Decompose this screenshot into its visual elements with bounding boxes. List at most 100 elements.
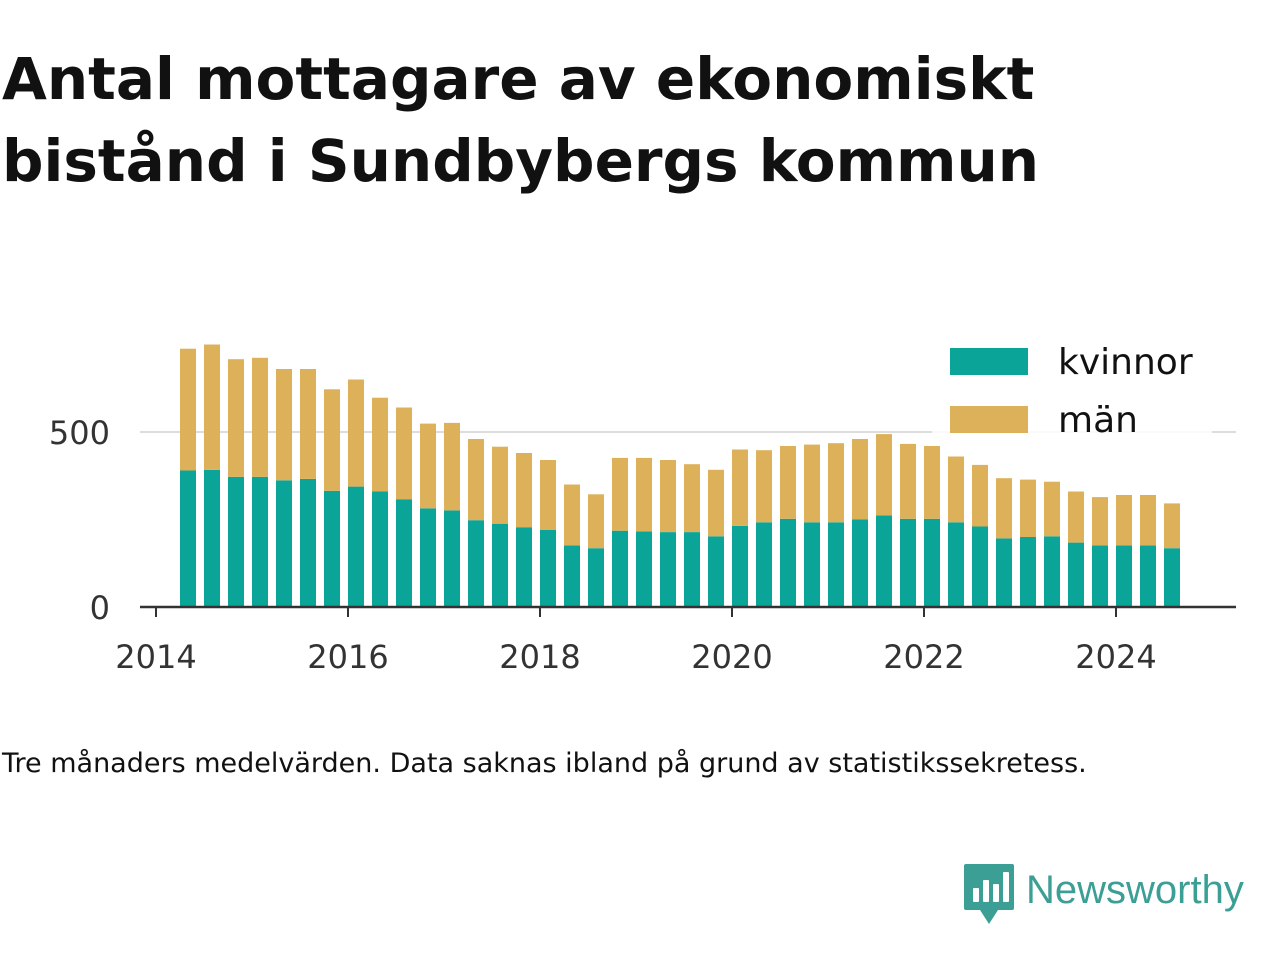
x-tick-label: 2016 xyxy=(307,638,388,676)
bar-män xyxy=(396,407,412,500)
x-tick-label: 2014 xyxy=(115,638,196,676)
bar-män xyxy=(588,494,604,549)
bar-kvinnor xyxy=(876,515,892,607)
bar-kvinnor xyxy=(204,469,220,607)
bar-kvinnor xyxy=(1116,545,1132,607)
bar-män xyxy=(684,464,700,533)
x-tick-label: 2022 xyxy=(883,638,964,676)
bar-män xyxy=(324,389,340,491)
y-tick-label: 500 xyxy=(49,414,110,452)
bar-män xyxy=(852,439,868,520)
bar-kvinnor xyxy=(420,508,436,607)
bar-män xyxy=(540,460,556,530)
legend-label-kvinnor: kvinnor xyxy=(1058,342,1193,383)
bar-kvinnor xyxy=(780,518,796,607)
bar-män xyxy=(1092,497,1108,546)
bar-kvinnor xyxy=(996,538,1012,607)
brand-logo: Newsworthy xyxy=(962,862,1244,926)
brand-name: Newsworthy xyxy=(1026,867,1244,912)
bar-män xyxy=(828,443,844,523)
bar-kvinnor xyxy=(276,480,292,607)
bar-kvinnor xyxy=(972,526,988,607)
legend-swatch-kvinnor xyxy=(950,348,1028,375)
bar-kvinnor xyxy=(804,522,820,607)
bar-kvinnor xyxy=(228,476,244,607)
bar-män xyxy=(660,460,676,533)
x-tick-label: 2018 xyxy=(499,638,580,676)
title-line-1: Antal mottagare av ekonomiskt xyxy=(2,45,1035,113)
bar-män xyxy=(180,348,196,471)
bar-män xyxy=(756,450,772,523)
bar-män xyxy=(252,357,268,477)
chart-title: Antal mottagare av ekonomiskt bistånd i … xyxy=(2,38,1272,202)
bar-kvinnor xyxy=(1092,545,1108,607)
bar-män xyxy=(732,449,748,526)
bar-män xyxy=(780,446,796,519)
bar-män xyxy=(300,369,316,479)
y-tick-label: 0 xyxy=(90,589,110,627)
bar-män xyxy=(636,457,652,532)
bar-kvinnor xyxy=(732,525,748,607)
bar-kvinnor xyxy=(924,518,940,607)
axes: 0 500 2014 2016 2018 2020 2022 2024 xyxy=(49,414,1236,676)
bar-kvinnor xyxy=(1068,542,1084,607)
x-tick-label: 2020 xyxy=(691,638,772,676)
bar-män xyxy=(516,453,532,528)
title-line-2: bistånd i Sundbybergs kommun xyxy=(2,127,1040,195)
bar-män xyxy=(564,484,580,546)
bar-kvinnor xyxy=(324,490,340,607)
bar-kvinnor xyxy=(348,486,364,607)
newsworthy-logo-icon xyxy=(964,864,1014,924)
bars xyxy=(180,344,1180,607)
bar-män xyxy=(492,446,508,524)
bar-kvinnor xyxy=(1044,536,1060,607)
bar-kvinnor xyxy=(900,518,916,607)
bar-kvinnor xyxy=(1020,537,1036,607)
bar-kvinnor xyxy=(828,522,844,607)
bar-män xyxy=(948,456,964,523)
bar-kvinnor xyxy=(516,527,532,607)
bar-kvinnor xyxy=(684,532,700,607)
bar-män xyxy=(804,444,820,523)
x-tick-label: 2024 xyxy=(1075,638,1156,676)
bar-kvinnor xyxy=(180,470,196,607)
bar-män xyxy=(1116,495,1132,546)
bar-män xyxy=(348,379,364,487)
bar-män xyxy=(420,423,436,509)
bar-män xyxy=(1140,495,1156,546)
bar-kvinnor xyxy=(396,499,412,607)
bar-män xyxy=(996,478,1012,539)
bar-män xyxy=(900,443,916,519)
bar-kvinnor xyxy=(252,476,268,607)
bar-kvinnor xyxy=(444,510,460,607)
bar-kvinnor xyxy=(1140,545,1156,607)
bar-män xyxy=(1164,503,1180,549)
bar-kvinnor xyxy=(708,536,724,607)
bar-kvinnor xyxy=(588,548,604,607)
bar-män xyxy=(468,439,484,521)
bar-kvinnor xyxy=(852,519,868,607)
bar-män xyxy=(444,422,460,511)
bar-män xyxy=(1020,479,1036,537)
stacked-bar-chart: 0 500 2014 2016 2018 2020 2022 2024 kvinnor män xyxy=(48,342,1236,676)
bar-kvinnor xyxy=(660,532,676,607)
bar-kvinnor xyxy=(756,522,772,607)
bar-kvinnor xyxy=(564,545,580,607)
bar-kvinnor xyxy=(1164,548,1180,607)
bar-män xyxy=(1068,491,1084,543)
bar-män xyxy=(204,344,220,470)
bar-kvinnor xyxy=(372,491,388,607)
bar-kvinnor xyxy=(468,520,484,607)
bar-män xyxy=(372,397,388,492)
bar-män xyxy=(1044,481,1060,537)
bar-kvinnor xyxy=(612,530,628,607)
bar-män xyxy=(612,457,628,531)
legend-swatch-män xyxy=(950,406,1028,433)
bar-män xyxy=(972,464,988,527)
bar-kvinnor xyxy=(492,523,508,607)
bar-kvinnor xyxy=(636,531,652,607)
bar-kvinnor xyxy=(948,522,964,607)
legend-label-män: män xyxy=(1058,400,1138,441)
bar-kvinnor xyxy=(300,478,316,607)
footnote: Tre månaders medelvärden. Data saknas ib… xyxy=(2,748,1087,779)
